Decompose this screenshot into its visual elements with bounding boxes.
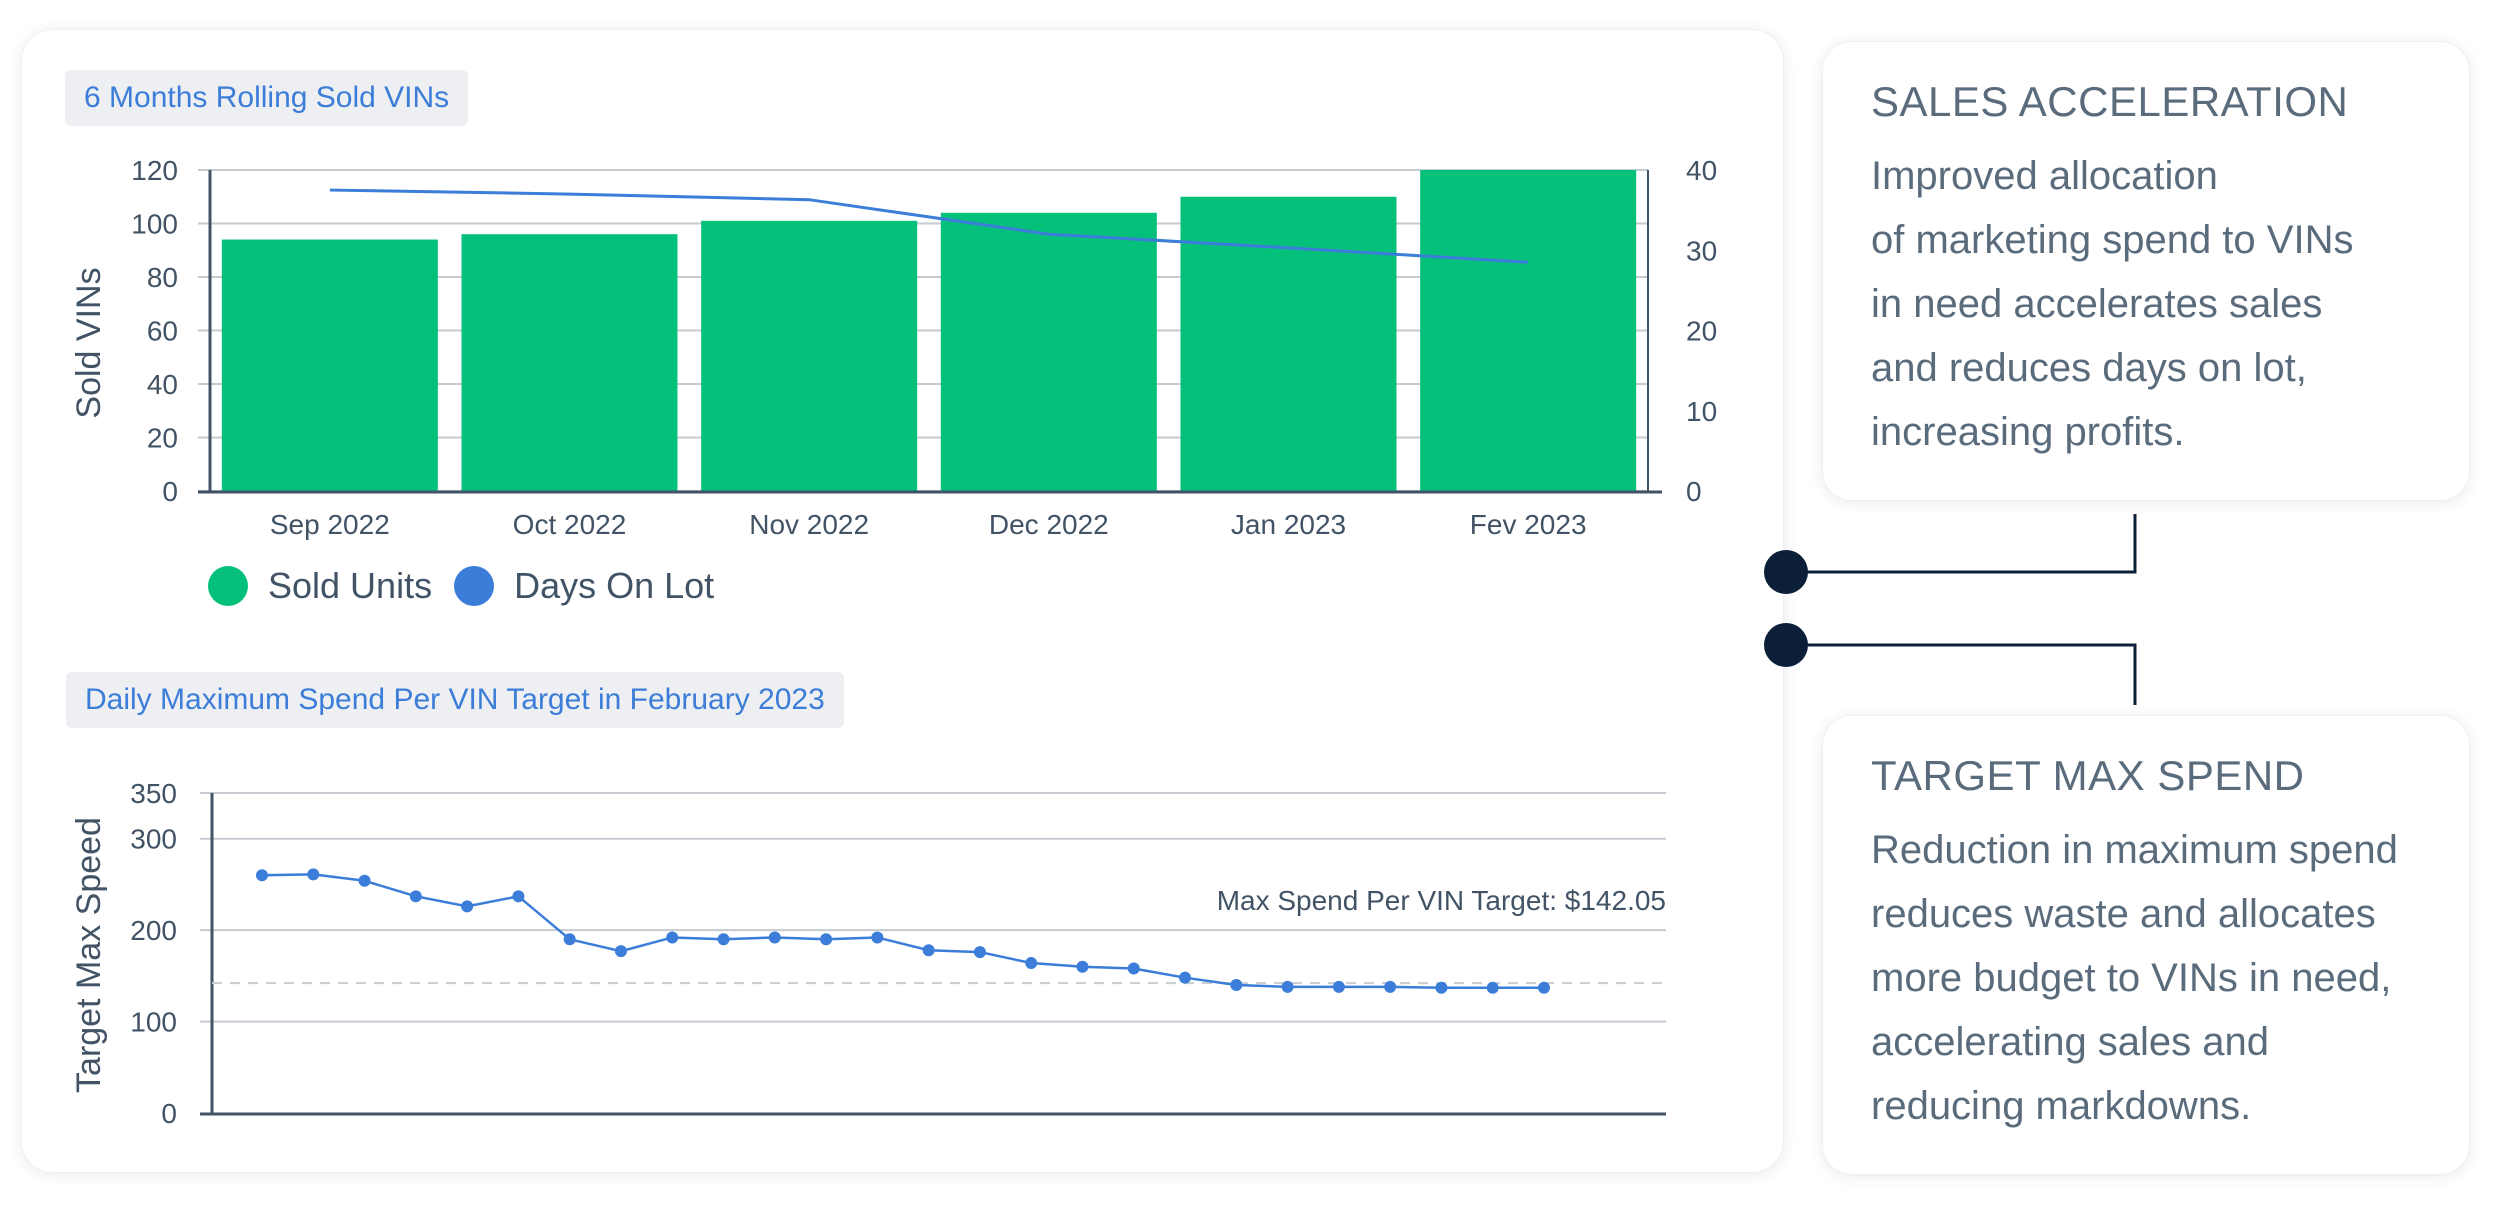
- point-max-spend: [409, 890, 422, 903]
- point-max-spend: [666, 931, 679, 944]
- target-annotation: Max Spend Per VIN Target: $142.05: [1217, 885, 1666, 916]
- y-tick-label: 0: [162, 476, 178, 507]
- x-tick-label: Dec 2022: [989, 509, 1109, 540]
- info-card-title: SALES ACCELERATION: [1871, 78, 2349, 125]
- legend-item-days-on-lot[interactable]: Days On Lot: [454, 565, 714, 607]
- legend-label-sold-units: Sold Units: [268, 565, 433, 606]
- chart1-legend: Sold Units Days On Lot: [208, 565, 736, 607]
- point-max-spend: [1025, 957, 1038, 970]
- point-max-spend: [1076, 960, 1089, 973]
- x-tick-label: Fev 2023: [1470, 509, 1587, 540]
- chart2-title: Daily Maximum Spend Per VIN Target in Fe…: [66, 672, 844, 728]
- y2-tick-label: 10: [1686, 396, 1717, 427]
- bar-sold-units: [221, 239, 438, 491]
- y-tick-label: 350: [130, 778, 177, 809]
- y2-tick-label: 30: [1686, 235, 1717, 266]
- point-max-spend: [1332, 980, 1345, 993]
- info-card-title: TARGET MAX SPEND: [1871, 752, 2305, 799]
- point-max-spend: [871, 931, 884, 944]
- info-card-body: Reduction in maximum spend reduces waste…: [1871, 828, 2398, 1128]
- point-max-spend: [1127, 962, 1140, 975]
- info-card-target-max-spend: TARGET MAX SPEND Reduction in maximum sp…: [1822, 715, 2470, 1175]
- connector-dot-spend: [1764, 623, 1808, 667]
- legend-label-days-on-lot: Days On Lot: [514, 565, 715, 606]
- bar-sold-units: [1420, 170, 1637, 491]
- line-days-on-lot: [329, 188, 1529, 264]
- connector-dot-sales: [1764, 550, 1808, 594]
- y-tick-label: 100: [131, 209, 178, 240]
- point-max-spend: [256, 869, 268, 882]
- point-max-spend: [1230, 979, 1243, 991]
- bar-sold-units: [701, 220, 918, 491]
- y-tick-label: 120: [131, 155, 178, 186]
- connector-line-spend: [1786, 643, 2137, 705]
- x-tick-label: Oct 2022: [513, 509, 627, 540]
- info-card-sales-acceleration: SALES ACCELERATION Improved allocation o…: [1822, 41, 2470, 501]
- y-axis-label: Sold VINs: [70, 267, 108, 418]
- bar-sold-units: [461, 234, 678, 491]
- y-tick-label: 80: [147, 262, 178, 293]
- point-max-spend: [563, 933, 576, 946]
- y-tick-label: 40: [147, 369, 178, 400]
- connector-line-sales: [1786, 514, 2137, 574]
- point-max-spend: [820, 933, 833, 946]
- x-tick-label: Jan 2023: [1231, 509, 1346, 540]
- legend-swatch-sold-units: [208, 566, 248, 606]
- x-tick-label: Sep 2022: [270, 509, 390, 540]
- point-max-spend: [614, 945, 627, 958]
- y2-tick-label: 40: [1686, 155, 1717, 186]
- y-tick-label: 100: [130, 1007, 177, 1038]
- point-max-spend: [717, 933, 730, 946]
- max-spend-chart: 350 300 200 100 0 Max Spend Per VIN Target: $…: [70, 778, 1666, 1129]
- point-max-spend: [1435, 981, 1448, 994]
- bar-sold-units: [940, 212, 1157, 492]
- y2-tick-label: 20: [1686, 316, 1717, 347]
- bar-sold-units: [1180, 196, 1397, 491]
- point-max-spend: [307, 868, 320, 881]
- point-max-spend: [768, 931, 781, 944]
- point-max-spend: [358, 874, 371, 887]
- y-tick-label: 60: [147, 316, 178, 347]
- point-max-spend: [973, 946, 986, 959]
- y-tick-label: 0: [161, 1098, 177, 1129]
- point-max-spend: [1179, 971, 1192, 984]
- line-max-spend: [261, 873, 1544, 989]
- legend-swatch-days-on-lot: [454, 566, 495, 606]
- point-max-spend: [1538, 981, 1550, 994]
- y-tick-label: 300: [130, 824, 177, 855]
- x-tick-label: Nov 2022: [749, 509, 869, 540]
- y-axis-label: Target Max Speed: [70, 817, 108, 1093]
- point-max-spend: [512, 890, 525, 903]
- info-card-body: Improved allocation of marketing spend t…: [1871, 154, 2354, 454]
- y-tick-label: 200: [130, 915, 177, 946]
- point-max-spend: [1384, 980, 1397, 993]
- point-max-spend: [461, 900, 474, 913]
- point-max-spend: [1486, 981, 1499, 994]
- legend-item-sold-units[interactable]: Sold Units: [208, 565, 432, 607]
- point-max-spend: [922, 944, 935, 957]
- point-max-spend: [1281, 980, 1294, 993]
- y2-tick-label: 0: [1686, 476, 1702, 507]
- y-tick-label: 20: [147, 423, 178, 454]
- chart1-title: 6 Months Rolling Sold VINs: [65, 70, 469, 126]
